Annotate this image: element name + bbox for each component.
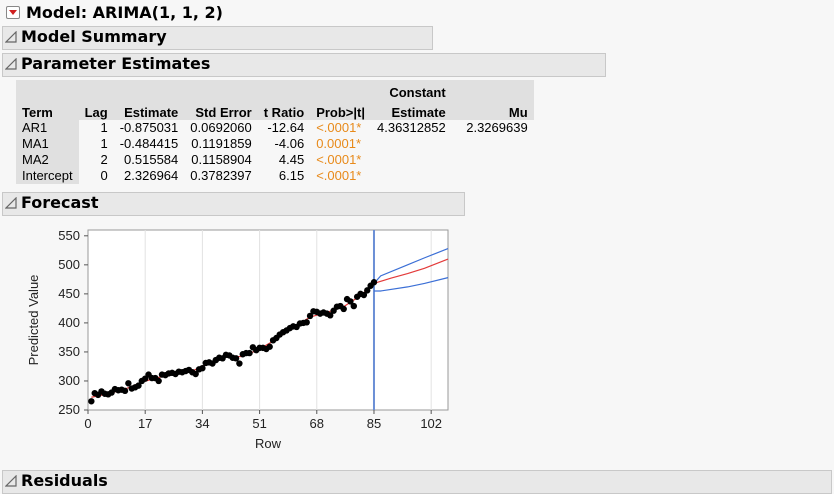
expand-triangle-icon[interactable]	[5, 58, 17, 70]
y-tick-label: 300	[58, 373, 80, 388]
data-point	[360, 291, 368, 299]
col-prob[interactable]: Prob>|t|	[310, 80, 371, 120]
collapse-triangle-icon[interactable]	[5, 475, 17, 487]
data-point	[155, 377, 162, 385]
collapse-triangle-icon[interactable]	[5, 31, 17, 43]
red-triangle-menu-icon[interactable]	[6, 6, 20, 19]
section-title: Forecast	[21, 193, 99, 212]
col-term[interactable]: Term	[16, 80, 79, 120]
residuals-header[interactable]: Residuals	[2, 470, 832, 494]
section-title: Model Summary	[21, 27, 167, 46]
y-tick-label: 400	[58, 315, 80, 330]
table-row: AR1 1 -0.875031 0.0692060 -12.64 <.0001*…	[16, 120, 534, 136]
col-constant-estimate-top[interactable]: Constant	[371, 80, 452, 100]
data-point	[370, 279, 378, 286]
y-tick-label: 250	[58, 402, 80, 417]
model-summary-header[interactable]: Model Summary	[2, 26, 433, 50]
data-point	[306, 312, 314, 320]
col-std-error[interactable]: Std Error	[184, 80, 258, 120]
data-point	[303, 319, 310, 326]
x-tick-label: 17	[138, 416, 152, 431]
y-tick-label: 350	[58, 344, 80, 359]
table-row: MA1 1 -0.484415 0.1191859 -4.06 0.0001*	[16, 136, 534, 152]
data-point	[232, 355, 240, 362]
data-point	[192, 370, 199, 378]
forecast-header[interactable]: Forecast	[2, 192, 465, 216]
y-tick-label: 500	[58, 257, 80, 272]
col-estimate[interactable]: Estimate	[113, 80, 185, 120]
data-point	[347, 298, 354, 305]
x-tick-label: 34	[195, 416, 209, 431]
col-lag[interactable]: Lag	[78, 80, 114, 120]
data-point	[340, 305, 347, 313]
data-point	[125, 380, 132, 387]
data-point	[266, 343, 273, 350]
col-t-ratio[interactable]: t Ratio	[257, 80, 311, 120]
table-row: MA2 2 0.515584 0.1158904 4.45 <.0001*	[16, 152, 534, 168]
table-row: Intercept 0 2.326964 0.3782397 6.15 <.00…	[16, 168, 534, 184]
constant-estimate-value: 4.36312852	[377, 120, 446, 135]
parameter-estimates-table: Term Lag Estimate Std Error t Ratio Prob…	[16, 80, 534, 184]
x-tick-label: 0	[84, 416, 91, 431]
upper-confidence-line	[373, 248, 449, 284]
col-constant-estimate-bottom: Estimate	[371, 100, 452, 120]
forecast-line	[373, 258, 449, 284]
data-point	[350, 302, 357, 310]
col-mu[interactable]: Mu	[451, 80, 534, 120]
y-tick-label: 550	[58, 228, 80, 243]
x-tick-label: 102	[420, 416, 442, 431]
data-point	[364, 287, 371, 294]
expand-triangle-icon[interactable]	[5, 197, 17, 209]
data-point	[246, 349, 253, 357]
data-point	[236, 360, 243, 367]
table-header-row: Term Lag Estimate Std Error t Ratio Prob…	[16, 80, 534, 120]
y-axis-label: Predicted Value	[26, 275, 41, 366]
data-point	[327, 312, 334, 319]
data-point	[88, 398, 95, 405]
data-point	[135, 382, 142, 389]
data-point	[199, 364, 206, 372]
x-tick-label: 51	[252, 416, 266, 431]
x-axis-label: Row	[255, 436, 282, 451]
forecast-chart: 0 17 34 51 68 85 102 250 300 350 400 450 500 550 Row Pr…	[26, 228, 449, 451]
x-tick-label: 68	[310, 416, 324, 431]
parameter-estimates-header[interactable]: Parameter Estimates	[2, 53, 606, 77]
lower-confidence-line	[373, 277, 449, 292]
model-title: Model: ARIMA(1, 1, 2)	[26, 3, 223, 22]
data-point	[121, 387, 129, 395]
section-title: Residuals	[21, 471, 108, 490]
x-tick-label: 85	[367, 416, 381, 431]
mu-value: 2.3269639	[466, 120, 528, 135]
y-tick-label: 450	[58, 286, 80, 301]
section-title: Parameter Estimates	[21, 54, 211, 73]
